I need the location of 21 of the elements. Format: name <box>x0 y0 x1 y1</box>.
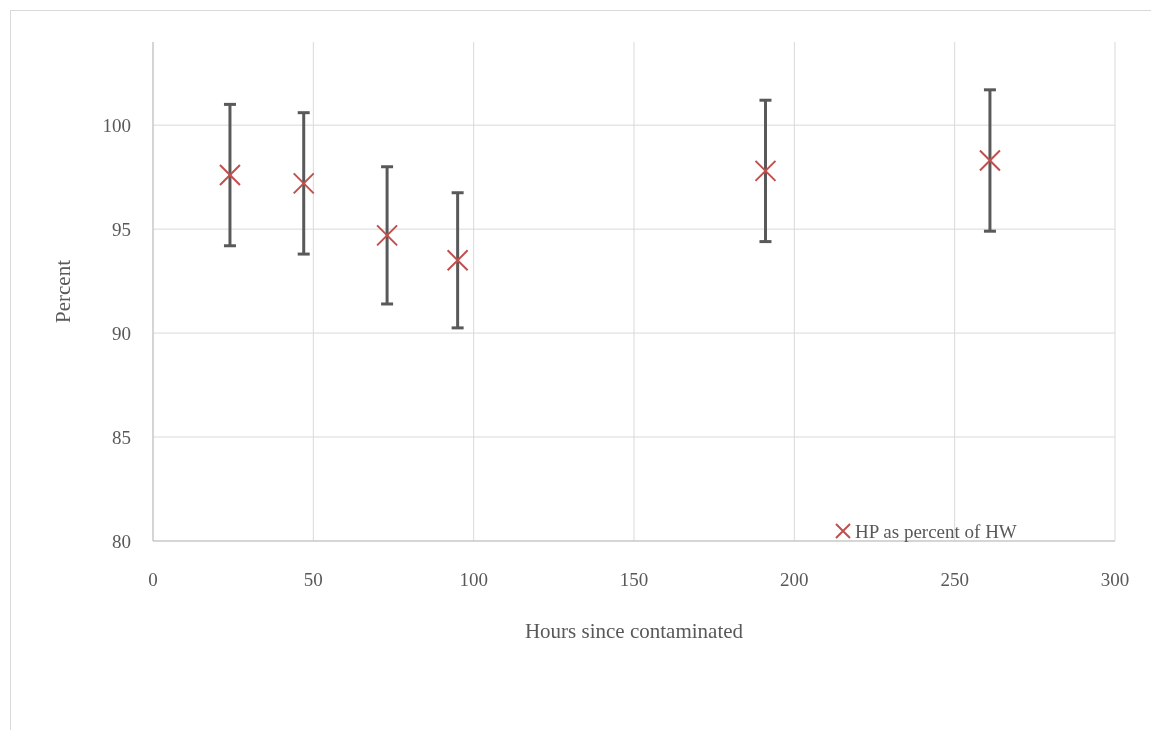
point <box>978 149 1001 172</box>
x-tick-label: 300 <box>1100 569 1130 590</box>
x-tick-label: 100 <box>459 569 488 590</box>
point <box>446 249 469 272</box>
y-tick-label: 90 <box>112 322 131 344</box>
point <box>218 164 241 187</box>
x-axis-title: Hours since contaminated <box>524 619 744 643</box>
point <box>292 172 315 195</box>
y-tick-label: 85 <box>112 426 131 448</box>
y-axis-title: Percent <box>51 259 75 323</box>
legend-label: HP as percent of HW <box>855 520 1017 542</box>
point <box>754 159 777 182</box>
point <box>376 224 399 247</box>
x-tick-label: 200 <box>780 569 809 590</box>
y-tick-label: 95 <box>112 218 131 240</box>
y-tick-label: 80 <box>112 530 131 552</box>
y-tick-label: 100 <box>102 114 131 136</box>
x-tick-label: 0 <box>148 569 158 590</box>
x-tick-label: 50 <box>303 569 323 590</box>
x-tick-label: 150 <box>619 569 649 590</box>
x-tick-label: 250 <box>940 569 969 590</box>
